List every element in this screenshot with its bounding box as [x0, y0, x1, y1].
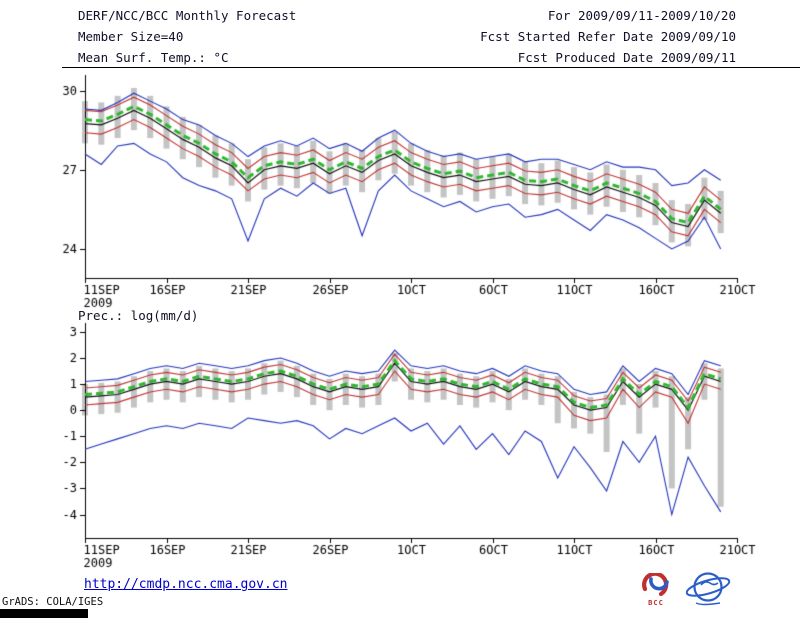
header-divider	[62, 67, 800, 68]
precipitation-chart	[0, 316, 800, 574]
cmdp-link[interactable]: http://cmdp.ncc.cma.gov.cn	[84, 577, 288, 592]
bcc-logo	[642, 573, 669, 597]
bottom-black-strip	[0, 609, 88, 618]
grads-credit: GrADS: COLA/IGES	[2, 596, 104, 608]
temperature-chart	[0, 68, 800, 312]
fcst-refer-date-label: Fcst Started Refer Date 2009/09/10	[480, 29, 736, 44]
ncc-logo	[685, 572, 731, 606]
member-size-label: Member Size=40	[78, 29, 184, 44]
fcst-produced-date-label: Fcst Produced Date 2009/09/11	[517, 50, 736, 65]
temp-chart-label: Mean Surf. Temp.: °C	[78, 50, 229, 65]
page-title: DERF/NCC/BCC Monthly Forecast	[78, 8, 297, 23]
forecast-period-label: For 2009/09/11-2009/10/20	[547, 8, 736, 23]
bcc-logo-label: BCC	[648, 599, 664, 607]
